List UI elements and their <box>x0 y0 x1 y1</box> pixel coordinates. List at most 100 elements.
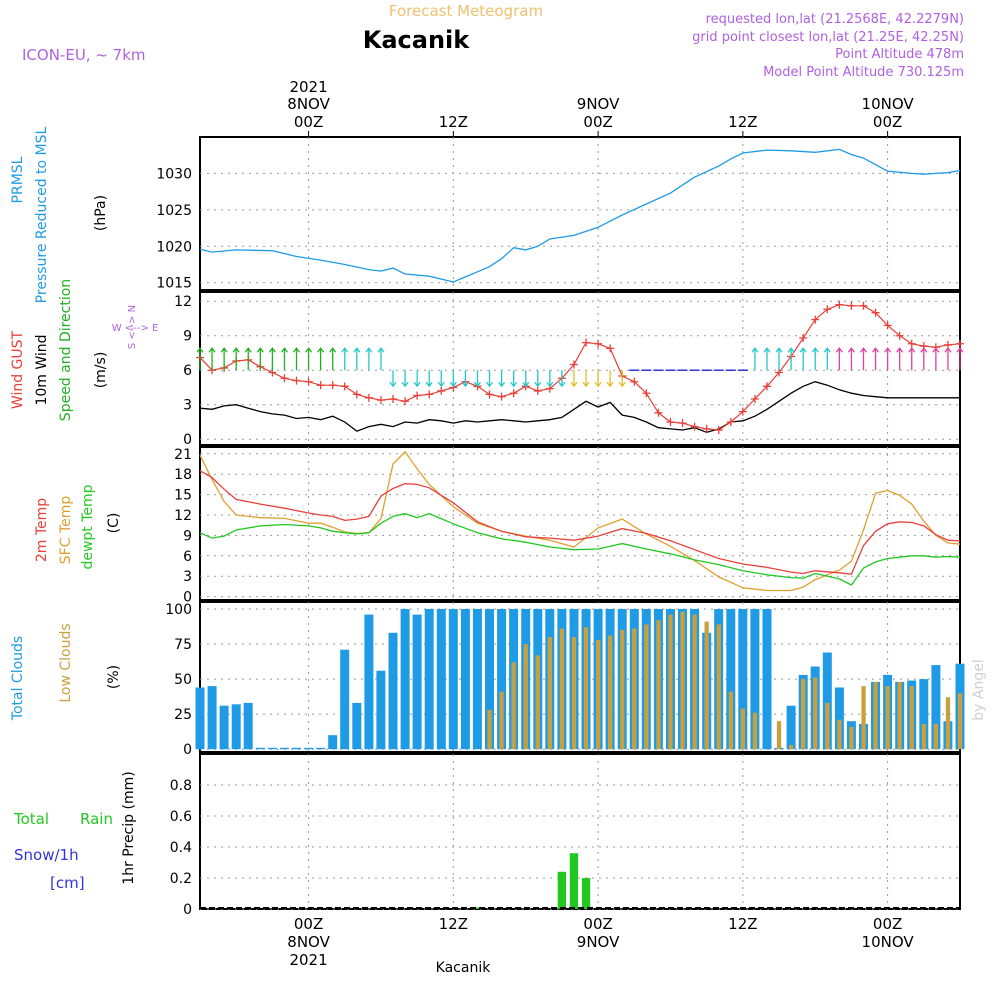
cloud-low-bar <box>680 611 685 750</box>
cloud-low-bar <box>644 624 649 750</box>
cloud-low-bar <box>825 702 830 750</box>
cloud-total-bar <box>292 747 301 750</box>
cloud-low-bar <box>535 655 540 750</box>
gust-marker <box>678 419 687 428</box>
cloud-low-bar <box>571 637 577 750</box>
cloud-total-bar <box>822 652 832 750</box>
cloud-total-bar <box>279 747 289 750</box>
wind-dir-arrow-head <box>268 347 276 353</box>
wind-dir-arrow-head <box>473 381 481 388</box>
cloud-total-bar <box>412 614 422 750</box>
gust-marker <box>871 308 880 317</box>
y-tick-label: 0 <box>183 902 192 918</box>
top-hour: 00Z <box>873 113 902 131</box>
cloud-unit: (%) <box>106 665 122 689</box>
gust-marker <box>654 408 663 417</box>
cloud-total-label: Total Clouds <box>10 636 26 721</box>
gust-marker <box>690 422 699 431</box>
gust-marker <box>738 407 747 416</box>
subtitle: Forecast Meteogram <box>389 2 543 20</box>
wind-dir-arrow-head <box>956 347 964 353</box>
gust-marker <box>594 339 603 348</box>
gust-marker <box>509 389 518 398</box>
y-tick-label: 50 <box>174 672 192 688</box>
gust-label: Wind GUST <box>10 330 26 409</box>
top-hour-12z: 12Z <box>728 113 757 131</box>
gust-marker <box>569 360 578 369</box>
gust-marker <box>364 393 373 402</box>
cloud-low-bar <box>620 630 625 750</box>
cloud-low-bar <box>692 614 697 750</box>
gust-marker <box>847 301 856 310</box>
cloud-total-bar <box>316 747 326 750</box>
cloud-total-bar <box>497 609 507 750</box>
y-tick-label: 12 <box>174 508 192 524</box>
gust-marker <box>280 374 289 383</box>
precip-rain-label: Rain <box>80 810 113 828</box>
wind-dir-arrow-head <box>401 381 409 388</box>
gust-marker <box>401 397 410 406</box>
wind-dir-arrow-head <box>365 347 373 353</box>
cloud-low-bar <box>583 627 589 750</box>
dewpoint-label: dewpt Temp <box>80 484 96 569</box>
wind-dir-arrow-head <box>522 381 530 388</box>
gust-marker <box>304 377 313 386</box>
panel-frame-3 <box>199 446 961 601</box>
gust-marker <box>352 390 361 399</box>
wind-gust-line <box>199 304 961 431</box>
y-tick-label: 15 <box>174 488 192 504</box>
cloud-total-bar <box>436 609 446 750</box>
top-date: 9NOV <box>577 95 620 113</box>
wind-unit: (m/s) <box>93 352 109 389</box>
wind-dir-arrow-head <box>859 347 868 353</box>
cloud-low-bar <box>921 724 926 750</box>
model-label: ICON-EU, ~ 7km <box>22 46 146 64</box>
wind-dir-arrow-head <box>389 381 397 388</box>
gust-marker <box>316 381 325 390</box>
y-tick-label: 100 <box>165 602 192 618</box>
cloud-low-bar <box>909 686 914 750</box>
wind-dir-arrow-head <box>546 381 554 388</box>
gust-marker <box>883 321 892 330</box>
y-tick-label: 12 <box>174 294 192 310</box>
cloud-low-bar <box>668 614 673 750</box>
bottom-hour: 00Z <box>583 915 612 933</box>
pressure-label-1: PRMSL <box>10 156 26 203</box>
sfc-temp-label: SFC Temp <box>58 496 74 565</box>
y-tick-label: 25 <box>174 707 192 723</box>
wind-dir-arrow-head <box>244 347 252 353</box>
cloud-total-bar <box>219 705 229 750</box>
wind-dir-arrow-head <box>292 347 301 353</box>
y-tick-label: 1020 <box>156 239 192 255</box>
cloud-low-bar <box>547 637 552 750</box>
precip-bar <box>473 907 482 909</box>
cloud-total-bar <box>738 609 748 750</box>
cloud-low-bar <box>945 697 951 750</box>
cloud-total-bar <box>931 665 941 750</box>
wind-dir-arrow-head <box>329 347 337 353</box>
cloud-low-bar <box>728 691 733 750</box>
wind-dir-arrow-head <box>570 381 578 388</box>
precip-bar <box>569 853 579 909</box>
station-title: Kacanik <box>363 26 471 54</box>
bottom-hour: 12Z <box>728 915 757 933</box>
cloud-total-bar <box>919 679 929 750</box>
y-tick-label: 21 <box>174 447 192 463</box>
wind-dir-arrow-head <box>847 347 855 353</box>
gust-marker <box>726 417 735 426</box>
gust-marker <box>859 301 868 310</box>
wind-dir-arrow-head <box>510 381 518 388</box>
top-date: 8NOV <box>287 95 330 113</box>
dewpoint-line <box>199 512 961 586</box>
y-tick-label: 1015 <box>156 276 192 292</box>
cloud-total-bar <box>786 705 796 750</box>
wind-dir-arrow-head <box>196 347 204 353</box>
gust-marker <box>702 424 711 433</box>
bottom-hour: 12Z <box>439 915 468 933</box>
y-tick-label: 0.4 <box>170 840 192 856</box>
gust-marker <box>292 376 301 385</box>
cloud-low-bar <box>704 621 709 750</box>
cloud-total-bar <box>750 609 760 750</box>
